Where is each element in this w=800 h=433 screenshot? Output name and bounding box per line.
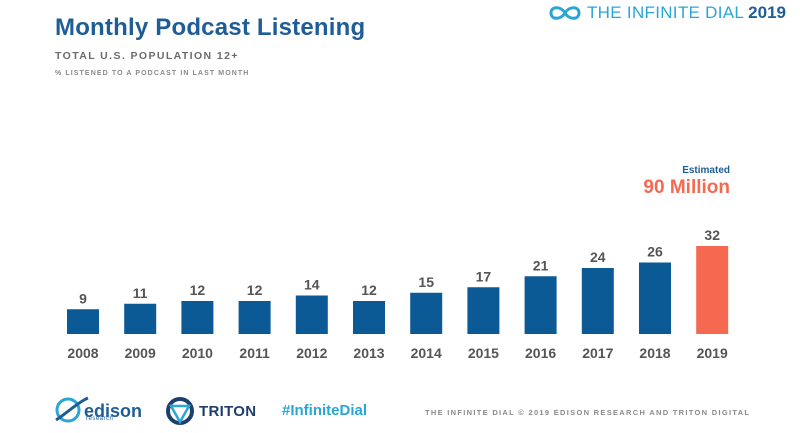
edison-name: edison <box>84 400 143 421</box>
tick-label-2015: 2015 <box>468 345 499 361</box>
bar-2012 <box>295 295 328 334</box>
tick-label-2012: 2012 <box>296 345 327 361</box>
estimate-label: Estimated <box>682 165 730 176</box>
value-label-2011: 12 <box>247 282 263 298</box>
value-label-2009: 11 <box>133 285 148 301</box>
tick-label-2018: 2018 <box>639 345 670 361</box>
tick-label-2016: 2016 <box>525 345 556 361</box>
hashtag: #InfiniteDial <box>282 402 368 419</box>
tick-label-2014: 2014 <box>411 345 442 361</box>
page-subtitle: TOTAL U.S. POPULATION 12+ <box>55 50 239 62</box>
bar-2015 <box>467 287 500 334</box>
tick-label-2017: 2017 <box>582 345 613 361</box>
bar-2018 <box>639 262 671 334</box>
tick-label-2019: 2019 <box>697 345 728 361</box>
triton-name: TRITON <box>199 402 257 420</box>
edison-sub: research <box>86 416 114 422</box>
chart-note: % LISTENED TO A PODCAST IN LAST MONTH <box>55 70 250 77</box>
triton-logo: TRITON <box>165 396 256 426</box>
value-label-2013: 12 <box>361 282 377 298</box>
bar-2019 <box>696 246 729 334</box>
value-label-2010: 12 <box>190 282 206 298</box>
edison-logo: edison research <box>52 394 142 426</box>
value-label-2008: 9 <box>79 290 87 306</box>
value-label-2014: 15 <box>418 274 434 290</box>
tick-label-2010: 2010 <box>182 345 213 361</box>
estimate-value: 90 Million <box>643 177 730 198</box>
tick-label-2009: 2009 <box>125 345 156 361</box>
value-label-2012: 14 <box>304 277 320 293</box>
value-label-2018: 26 <box>647 244 663 260</box>
value-label-2019: 32 <box>704 227 720 243</box>
page-title: Monthly Podcast Listening <box>55 14 366 41</box>
bar-2016 <box>524 276 557 334</box>
tick-label-2013: 2013 <box>353 345 384 361</box>
triton-mark-icon <box>166 397 194 425</box>
bar-2013 <box>353 301 385 334</box>
edison-mark-icon <box>55 396 89 423</box>
bar-2017 <box>581 268 614 334</box>
brand-year: 2019 <box>748 3 786 22</box>
bar-2010 <box>181 301 214 334</box>
copyright-credit: THE INFINITE DIAL © 2019 EDISON RESEARCH… <box>425 408 751 417</box>
value-label-2015: 17 <box>476 268 492 284</box>
infinity-icon <box>549 6 581 20</box>
bar-2011 <box>238 301 271 334</box>
infinite-dial-logo: THE INFINITE DIAL 2019 <box>547 2 786 24</box>
brand-name: THE INFINITE DIAL <box>587 3 745 22</box>
value-label-2017: 24 <box>590 249 606 265</box>
tick-label-2008: 2008 <box>67 345 98 361</box>
tick-label-2011: 2011 <box>239 345 270 361</box>
bar-2009 <box>124 303 157 334</box>
bar-2014 <box>410 292 443 334</box>
bar-2008 <box>67 309 99 334</box>
value-label-2016: 21 <box>533 257 549 273</box>
